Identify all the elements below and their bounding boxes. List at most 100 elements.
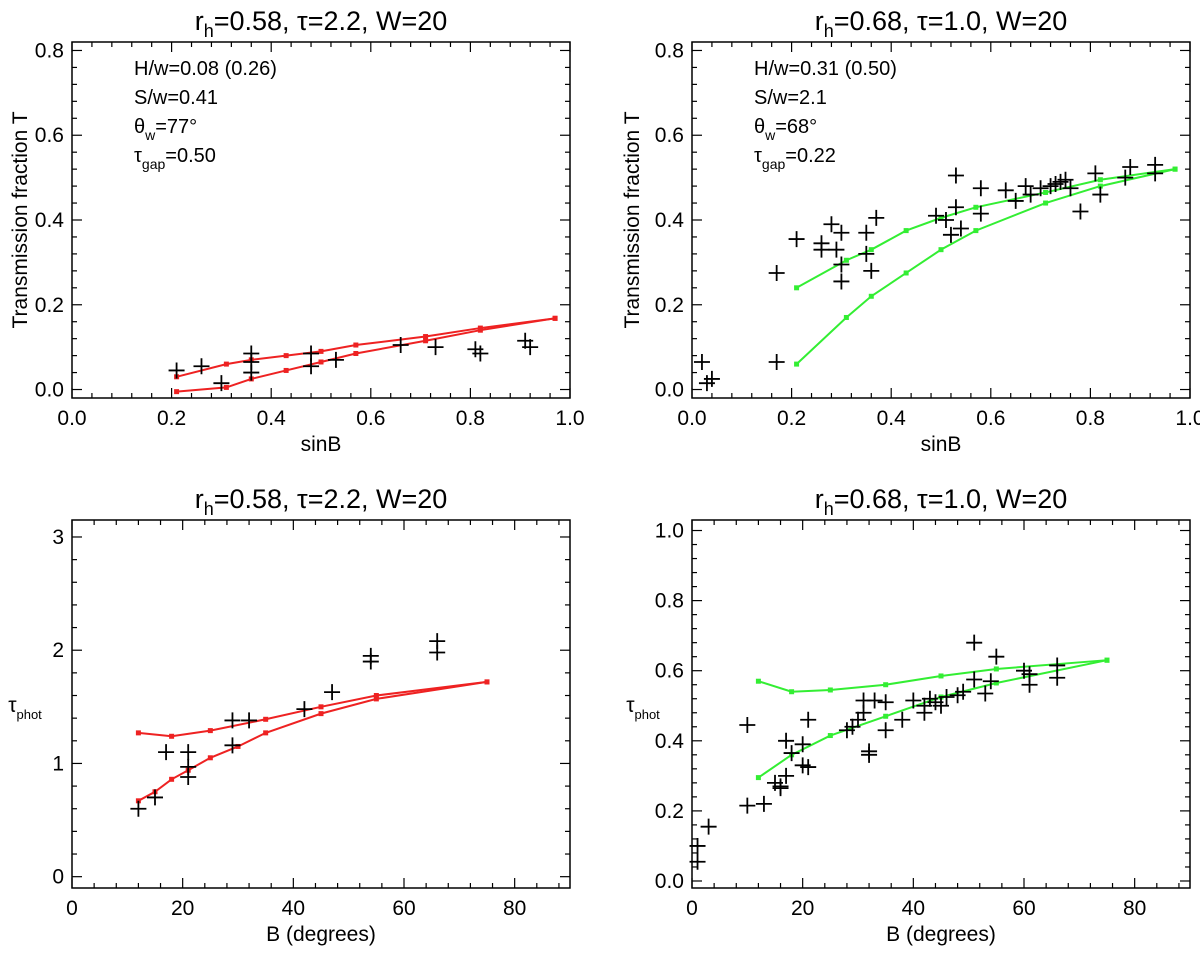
x-tick-label: 20 (791, 897, 814, 920)
x-tick-label: 0.0 (57, 407, 86, 430)
data-point (955, 683, 972, 700)
y-tick-label: 0.2 (655, 294, 684, 317)
data-point (703, 370, 720, 387)
data-point (392, 337, 409, 354)
data-point (193, 358, 210, 375)
series-point (843, 257, 849, 263)
data-point (933, 697, 949, 714)
series-point (1104, 657, 1110, 663)
data-point (1057, 171, 1074, 188)
annotation: θw=77° (134, 116, 197, 143)
data-point (966, 634, 983, 651)
x-tick-label: 0 (66, 897, 78, 920)
data-point (778, 767, 795, 784)
y-tick-label: 0.0 (655, 870, 684, 893)
x-axis-label: B (degrees) (266, 923, 376, 946)
x-axis-label: B (degrees) (886, 923, 996, 946)
data-point (768, 353, 785, 370)
series-point (373, 693, 379, 699)
series-point (484, 679, 490, 685)
x-tick-label: 0.8 (456, 407, 485, 430)
series-point (789, 689, 795, 695)
series-point (135, 730, 141, 736)
series-point (883, 713, 889, 719)
x-tick-label: 20 (171, 897, 194, 920)
data-point (1062, 180, 1079, 197)
series-point (843, 314, 849, 320)
data-point (997, 182, 1014, 199)
series-point (973, 204, 979, 210)
data-point (861, 743, 878, 760)
data-point (972, 205, 989, 222)
data-point (303, 358, 320, 375)
series-point (868, 293, 874, 299)
data-point (1017, 178, 1034, 195)
annotation: τgap=0.22 (754, 145, 836, 172)
series-line-1 (796, 168, 1176, 289)
data-point (1022, 186, 1039, 203)
annotation: S/w=2.1 (754, 87, 827, 109)
y-tick-label: 0 (52, 866, 64, 889)
series-point (755, 775, 761, 781)
x-tick-label: 0.8 (1076, 407, 1105, 430)
data-point (472, 345, 489, 362)
series-point (993, 680, 999, 686)
data-point (988, 648, 1005, 665)
data-point (739, 717, 756, 734)
data-point (168, 362, 185, 379)
data-point (894, 711, 911, 728)
series-point (353, 351, 359, 356)
data-point (977, 685, 994, 702)
data-point (362, 653, 379, 670)
data-point (942, 226, 959, 243)
series-point (353, 342, 359, 348)
data-point (1092, 186, 1109, 203)
series-line-2 (795, 168, 1176, 365)
series-point (283, 367, 289, 373)
series-point (794, 361, 800, 367)
series-point (827, 687, 833, 693)
series-point (169, 733, 175, 739)
data-point (700, 818, 717, 835)
series-point (318, 704, 324, 710)
series-point (373, 696, 379, 702)
data-point (327, 351, 344, 368)
chart-title: rh=0.68, τ=1.0, W=20 (815, 484, 1068, 519)
data-point (952, 220, 969, 237)
series-point (1043, 189, 1049, 195)
data-point (158, 744, 175, 761)
chart-panel-2: rh=0.68, τ=1.0, W=20 0.0 0.2 0.4 0.6 0.8 1.0 0.… (621, 6, 1200, 456)
series-line-2 (176, 317, 556, 393)
y-tick-label: 0.6 (655, 660, 684, 683)
data-point (224, 737, 241, 754)
data-point (1021, 676, 1038, 693)
x-tick-label: 0 (686, 897, 698, 920)
series-point (207, 755, 213, 761)
data-point (938, 688, 955, 705)
series-point (938, 673, 944, 679)
series-point (263, 730, 269, 736)
data-point (1032, 180, 1049, 197)
data-point (147, 789, 163, 806)
series-line-2 (137, 680, 488, 802)
data-point (833, 224, 850, 241)
data-point (180, 744, 197, 761)
data-point (778, 732, 795, 749)
data-point (241, 712, 258, 729)
series-point (169, 776, 175, 782)
data-point (813, 241, 830, 258)
y-tick-label: 1.0 (655, 520, 684, 543)
data-point (1072, 203, 1089, 220)
x-tick-label: 1.0 (555, 407, 584, 430)
data-point (689, 837, 706, 854)
data-point (863, 262, 880, 279)
data-point (937, 212, 954, 228)
data-point (788, 231, 805, 248)
data-point (800, 759, 817, 776)
y-tick-label: 0.0 (655, 379, 684, 402)
data-point (1147, 165, 1164, 182)
data-point (794, 736, 811, 753)
annotation: S/w=0.41 (134, 87, 218, 109)
y-tick-label: 0.4 (35, 209, 65, 232)
